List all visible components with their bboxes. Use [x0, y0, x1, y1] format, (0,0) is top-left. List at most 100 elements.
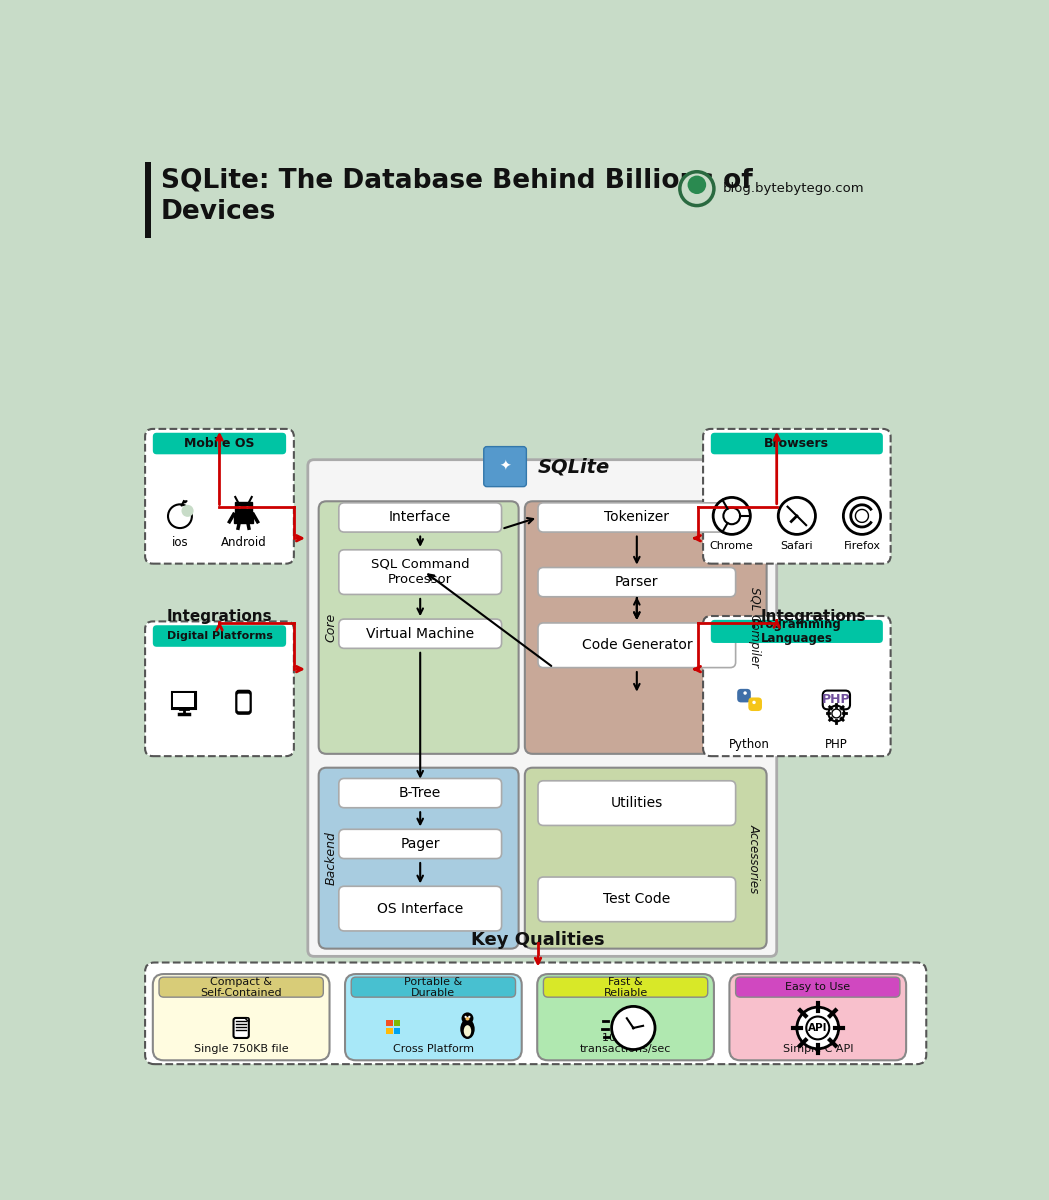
Circle shape	[724, 508, 741, 524]
Circle shape	[612, 1007, 655, 1050]
Text: Pager: Pager	[401, 836, 440, 851]
Ellipse shape	[464, 1025, 471, 1037]
FancyBboxPatch shape	[339, 779, 501, 808]
FancyBboxPatch shape	[538, 781, 735, 826]
Circle shape	[778, 498, 815, 534]
Bar	[386, 1028, 392, 1034]
Text: Digital Platforms: Digital Platforms	[167, 631, 273, 641]
Ellipse shape	[184, 500, 188, 504]
Circle shape	[807, 1016, 830, 1039]
FancyBboxPatch shape	[538, 568, 735, 596]
Bar	[172, 691, 196, 709]
Text: SQL Compiler: SQL Compiler	[748, 588, 761, 667]
Text: Test Code: Test Code	[603, 893, 670, 906]
Circle shape	[752, 701, 755, 704]
Text: Fast &
Reliable: Fast & Reliable	[603, 977, 647, 997]
Bar	[394, 1020, 401, 1026]
FancyBboxPatch shape	[153, 433, 286, 455]
FancyBboxPatch shape	[729, 974, 906, 1061]
FancyBboxPatch shape	[484, 446, 527, 487]
Text: OS Interface: OS Interface	[377, 901, 464, 916]
FancyBboxPatch shape	[711, 620, 883, 643]
FancyBboxPatch shape	[537, 974, 714, 1061]
Text: API: API	[808, 1022, 828, 1033]
FancyBboxPatch shape	[145, 428, 294, 564]
FancyBboxPatch shape	[236, 690, 251, 714]
Text: Easy to Use: Easy to Use	[786, 982, 851, 992]
Text: Backend: Backend	[324, 832, 338, 886]
FancyBboxPatch shape	[538, 877, 735, 922]
Text: Integrations: Integrations	[761, 608, 865, 624]
Text: SQLite: SQLite	[538, 457, 611, 476]
Circle shape	[168, 504, 192, 528]
FancyBboxPatch shape	[711, 433, 883, 455]
Text: Simple C API: Simple C API	[783, 1044, 853, 1054]
Text: Mobile OS: Mobile OS	[185, 437, 255, 450]
Text: Compact &
Self-Contained: Compact & Self-Contained	[200, 977, 282, 997]
FancyBboxPatch shape	[159, 977, 323, 997]
Circle shape	[238, 506, 241, 509]
Text: Firefox: Firefox	[843, 541, 880, 551]
Circle shape	[247, 506, 249, 509]
FancyBboxPatch shape	[153, 625, 286, 647]
FancyBboxPatch shape	[339, 550, 501, 594]
Text: Android: Android	[220, 536, 266, 550]
FancyBboxPatch shape	[538, 623, 735, 667]
Text: PHP: PHP	[825, 738, 848, 751]
FancyBboxPatch shape	[345, 974, 521, 1061]
Text: Tokenizer: Tokenizer	[604, 510, 669, 524]
Bar	[173, 694, 194, 707]
FancyBboxPatch shape	[748, 697, 762, 712]
Text: Key Qualities: Key Qualities	[471, 931, 605, 949]
Circle shape	[797, 1007, 839, 1049]
Text: Portable &
Durable: Portable & Durable	[404, 977, 463, 997]
Text: SQLite: The Database Behind Billions of: SQLite: The Database Behind Billions of	[160, 167, 752, 193]
FancyBboxPatch shape	[524, 768, 767, 949]
Text: ios: ios	[172, 536, 188, 550]
Text: blog.bytebytego.com: blog.bytebytego.com	[723, 182, 864, 196]
Circle shape	[687, 175, 706, 194]
FancyBboxPatch shape	[339, 503, 501, 532]
FancyBboxPatch shape	[703, 616, 891, 756]
Text: Utilities: Utilities	[611, 796, 663, 810]
Circle shape	[462, 1013, 473, 1025]
FancyBboxPatch shape	[339, 619, 501, 648]
Text: Virtual Machine: Virtual Machine	[366, 626, 474, 641]
Bar	[386, 1020, 392, 1026]
Text: Cross Platform: Cross Platform	[393, 1044, 474, 1054]
Text: Chrome: Chrome	[710, 541, 753, 551]
Circle shape	[843, 498, 880, 534]
Polygon shape	[244, 1018, 249, 1022]
Circle shape	[465, 1015, 467, 1018]
FancyBboxPatch shape	[145, 622, 294, 756]
FancyBboxPatch shape	[339, 829, 501, 858]
FancyBboxPatch shape	[351, 977, 515, 997]
FancyBboxPatch shape	[237, 694, 250, 712]
Text: ✦: ✦	[499, 460, 511, 474]
Circle shape	[680, 172, 714, 205]
Circle shape	[713, 498, 750, 534]
Bar	[235, 503, 252, 512]
FancyBboxPatch shape	[145, 962, 926, 1064]
Text: Parser: Parser	[615, 575, 659, 589]
Text: SQL Command
Processor: SQL Command Processor	[371, 558, 470, 587]
FancyBboxPatch shape	[319, 768, 518, 949]
FancyBboxPatch shape	[319, 502, 518, 754]
Text: Single 750KB file: Single 750KB file	[194, 1044, 288, 1054]
Text: 1000s of
transactions/sec: 1000s of transactions/sec	[580, 1032, 671, 1054]
Ellipse shape	[466, 1016, 470, 1020]
Circle shape	[181, 505, 194, 517]
Text: Browsers: Browsers	[765, 437, 830, 450]
FancyBboxPatch shape	[543, 977, 708, 997]
Circle shape	[631, 1026, 635, 1030]
Text: Programming
Languages: Programming Languages	[752, 618, 841, 646]
FancyBboxPatch shape	[234, 1018, 249, 1038]
Text: Python: Python	[729, 738, 770, 751]
Circle shape	[744, 691, 747, 695]
Ellipse shape	[461, 1020, 474, 1038]
FancyBboxPatch shape	[703, 428, 891, 564]
Circle shape	[468, 1015, 470, 1018]
Text: Accessories: Accessories	[748, 823, 761, 893]
FancyBboxPatch shape	[339, 887, 501, 931]
Text: PHP: PHP	[822, 692, 851, 706]
